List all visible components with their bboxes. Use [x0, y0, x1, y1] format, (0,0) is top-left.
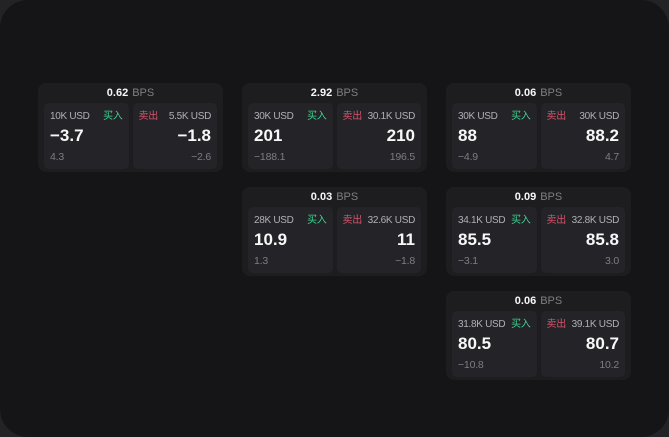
buy-price: 85.5: [458, 230, 492, 249]
buy-size: 34.1K USD: [458, 215, 506, 226]
bid-ask-panels: 31.8K USD 买入 80.5 −10.8 卖出 39.1K USD 80.…: [452, 311, 625, 377]
buy-size: 30K USD: [254, 111, 294, 122]
sell-delta: 3.0: [605, 255, 619, 267]
card-header: 0.06 BPS: [446, 291, 631, 311]
buy-delta: 4.3: [50, 151, 64, 163]
sell-label: 卖出: [138, 111, 159, 122]
bps-value: 2.92: [310, 87, 333, 99]
buy-delta: 1.3: [254, 255, 268, 267]
buy-panel[interactable]: 30K USD 买入 88 −4.9: [452, 103, 537, 169]
sell-panel[interactable]: 卖出 32.8K USD 85.8 3.0: [540, 207, 625, 273]
sell-delta: 10.2: [599, 359, 619, 371]
sell-price: −1.8: [177, 126, 211, 145]
bps-unit-label: BPS: [336, 191, 359, 203]
sell-panel[interactable]: 卖出 39.1K USD 80.7 10.2: [540, 311, 625, 377]
sell-label: 卖出: [342, 111, 363, 122]
sell-size: 5.5K USD: [168, 111, 211, 122]
sell-size: 30.1K USD: [367, 111, 416, 122]
quote-card: 0.06 BPS 31.8K USD 买入 80.5 −10.8 卖出 39.1…: [446, 291, 631, 380]
sell-panel[interactable]: 卖出 5.5K USD −1.8 −2.6: [132, 103, 217, 169]
buy-price: −3.7: [50, 126, 84, 145]
quotes-grid: 0.62 BPS 10K USD 买入 −3.7 4.3 卖出 5.5K USD…: [38, 83, 631, 380]
quote-card: 2.92 BPS 30K USD 买入 201 −188.1 卖出 30.1K …: [242, 83, 427, 172]
sell-panel[interactable]: 卖出 30.1K USD 210 196.5: [336, 103, 421, 169]
bid-ask-panels: 30K USD 买入 201 −188.1 卖出 30.1K USD 210 1…: [248, 103, 421, 169]
sell-label: 卖出: [546, 215, 567, 226]
buy-panel[interactable]: 28K USD 买入 10.9 1.3: [248, 207, 333, 273]
bid-ask-panels: 34.1K USD 买入 85.5 −3.1 卖出 32.8K USD 85.8…: [452, 207, 625, 273]
sell-label: 卖出: [546, 319, 567, 330]
bid-ask-panels: 28K USD 买入 10.9 1.3 卖出 32.6K USD 11 −1.8: [248, 207, 421, 273]
sell-size: 32.8K USD: [571, 215, 620, 226]
buy-label: 买入: [307, 215, 327, 226]
buy-delta: −188.1: [254, 151, 286, 163]
sell-size: 32.6K USD: [367, 215, 416, 226]
card-header: 0.09 BPS: [446, 187, 631, 207]
buy-size: 10K USD: [50, 111, 90, 122]
buy-label: 买入: [511, 215, 531, 226]
sell-delta: −1.8: [395, 255, 415, 267]
card-header: 0.06 BPS: [446, 83, 631, 103]
sell-delta: 196.5: [389, 151, 415, 163]
bid-ask-panels: 10K USD 买入 −3.7 4.3 卖出 5.5K USD −1.8 −2.…: [44, 103, 217, 169]
card-header: 2.92 BPS: [242, 83, 427, 103]
sell-label: 卖出: [342, 215, 363, 226]
buy-size: 31.8K USD: [458, 319, 506, 330]
buy-delta: −10.8: [458, 359, 484, 371]
buy-panel[interactable]: 10K USD 买入 −3.7 4.3: [44, 103, 129, 169]
sell-label: 卖出: [546, 111, 567, 122]
sell-panel[interactable]: 卖出 30K USD 88.2 4.7: [540, 103, 625, 169]
buy-price: 10.9: [254, 230, 288, 249]
buy-label: 买入: [511, 319, 531, 330]
sell-size: 30K USD: [579, 111, 619, 122]
buy-delta: −4.9: [458, 151, 478, 163]
buy-label: 买入: [511, 111, 531, 122]
buy-size: 28K USD: [254, 215, 294, 226]
bps-value: 0.62: [106, 87, 129, 99]
bps-value: 0.09: [514, 191, 537, 203]
buy-price: 88: [458, 126, 477, 145]
buy-price: 201: [254, 126, 283, 145]
bps-unit-label: BPS: [540, 191, 563, 203]
bps-unit-label: BPS: [540, 295, 563, 307]
quote-card: 0.03 BPS 28K USD 买入 10.9 1.3 卖出 32.6K US…: [242, 187, 427, 276]
sell-price: 80.7: [585, 334, 619, 353]
quote-card: 0.06 BPS 30K USD 买入 88 −4.9 卖出 30K USD 8…: [446, 83, 631, 172]
sell-delta: −2.6: [191, 151, 211, 163]
sell-price: 11: [397, 230, 415, 249]
buy-size: 30K USD: [458, 111, 498, 122]
bps-unit-label: BPS: [336, 87, 359, 99]
bps-unit-label: BPS: [132, 87, 155, 99]
quote-card: 0.09 BPS 34.1K USD 买入 85.5 −3.1 卖出 32.8K…: [446, 187, 631, 276]
bps-value: 0.06: [514, 295, 537, 307]
buy-price: 80.5: [458, 334, 492, 353]
buy-panel[interactable]: 30K USD 买入 201 −188.1: [248, 103, 333, 169]
sell-price: 85.8: [585, 230, 619, 249]
bid-ask-panels: 30K USD 买入 88 −4.9 卖出 30K USD 88.2 4.7: [452, 103, 625, 169]
buy-label: 买入: [307, 111, 327, 122]
card-header: 0.62 BPS: [38, 83, 223, 103]
sell-size: 39.1K USD: [571, 319, 620, 330]
buy-delta: −3.1: [458, 255, 478, 267]
sell-delta: 4.7: [605, 151, 619, 163]
buy-label: 买入: [103, 111, 123, 122]
bps-value: 0.03: [310, 191, 333, 203]
quote-card: 0.62 BPS 10K USD 买入 −3.7 4.3 卖出 5.5K USD…: [38, 83, 223, 172]
sell-price: 88.2: [585, 126, 619, 145]
buy-panel[interactable]: 34.1K USD 买入 85.5 −3.1: [452, 207, 537, 273]
buy-panel[interactable]: 31.8K USD 买入 80.5 −10.8: [452, 311, 537, 377]
bps-value: 0.06: [514, 87, 537, 99]
card-header: 0.03 BPS: [242, 187, 427, 207]
sell-panel[interactable]: 卖出 32.6K USD 11 −1.8: [336, 207, 421, 273]
sell-price: 210: [386, 126, 415, 145]
bps-unit-label: BPS: [540, 87, 563, 99]
